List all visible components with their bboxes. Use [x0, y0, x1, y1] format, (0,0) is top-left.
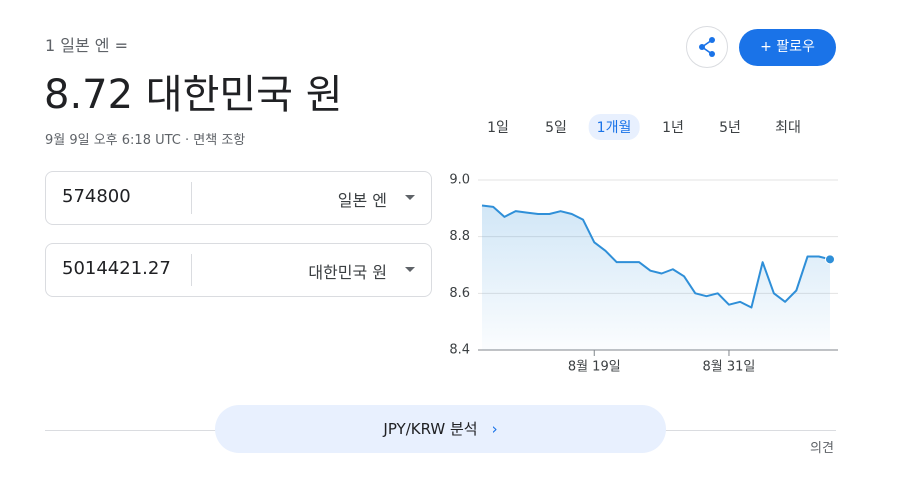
line	[481, 204, 831, 309]
share-button[interactable]	[686, 26, 728, 68]
from-input[interactable]: 574800 일본 엔	[45, 171, 432, 225]
chevron: ›	[491, 420, 498, 438]
divider	[191, 254, 192, 286]
range-tab[interactable]: 최대	[775, 120, 801, 136]
area	[482, 205, 830, 350]
range-tab[interactable]: 5일	[545, 120, 567, 136]
range-tab[interactable]: 1개월	[588, 114, 640, 140]
range-tab[interactable]: 1일	[487, 120, 509, 136]
analysis-label: JPY/KRW 분석	[383, 420, 478, 438]
last-point	[825, 254, 835, 265]
disclaimer-link[interactable]: 면책 조항	[193, 133, 246, 148]
to-input[interactable]: 5014421.27 대한민국 원	[45, 243, 432, 297]
dropdown-arrow	[405, 195, 415, 200]
y-tick-label: 8.6	[449, 286, 470, 301]
timestamp-line: 9월 9일 오후 6:18 UTC · 면책 조항	[45, 129, 245, 148]
dropdown-arrow	[405, 267, 415, 272]
range-tab[interactable]: 5년	[719, 120, 741, 136]
analysis-button[interactable]: JPY/KRW 분석 ›	[215, 405, 666, 453]
share-icon	[699, 37, 715, 57]
feedback-link[interactable]: 의견	[810, 441, 834, 456]
y-tick-label: 8.8	[449, 229, 470, 244]
subtitle: 1 일본 엔 =	[45, 36, 129, 55]
divider	[191, 182, 192, 214]
timestamp: 9월 9일 오후 6:18 UTC ·	[45, 133, 194, 148]
x-tick-label: 8월 31일	[703, 360, 756, 375]
currency: 일본 엔	[337, 191, 387, 210]
range-tab[interactable]: 1년	[662, 120, 684, 136]
follow-button[interactable]: + 팔로우	[739, 29, 836, 66]
y-tick-label: 9.0	[449, 173, 470, 188]
x-tick-label: 8월 19일	[568, 360, 621, 375]
amount: 574800	[62, 186, 131, 207]
y-tick-label: 8.4	[449, 343, 470, 358]
result: 8.72 대한민국 원	[44, 72, 343, 118]
amount: 5014421.27	[62, 258, 171, 279]
currency: 대한민국 원	[308, 263, 387, 282]
